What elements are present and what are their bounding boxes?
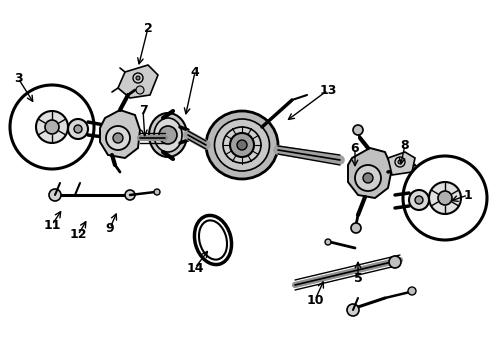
Text: 7: 7 <box>139 104 147 117</box>
Circle shape <box>389 256 401 268</box>
Circle shape <box>325 239 331 245</box>
Circle shape <box>351 223 361 233</box>
Ellipse shape <box>149 113 187 157</box>
Text: 3: 3 <box>14 72 23 85</box>
Text: 1: 1 <box>464 189 472 202</box>
Text: 10: 10 <box>306 293 324 306</box>
Ellipse shape <box>199 220 227 260</box>
Text: 8: 8 <box>401 139 409 152</box>
Circle shape <box>74 125 82 133</box>
Circle shape <box>125 190 135 200</box>
Ellipse shape <box>154 118 182 152</box>
Polygon shape <box>118 65 158 98</box>
Ellipse shape <box>223 127 261 163</box>
Circle shape <box>136 76 140 80</box>
Polygon shape <box>348 148 392 198</box>
Circle shape <box>429 182 461 214</box>
Circle shape <box>395 157 405 167</box>
Polygon shape <box>100 110 140 158</box>
Text: 13: 13 <box>319 84 337 96</box>
Ellipse shape <box>206 111 278 179</box>
Circle shape <box>398 160 402 164</box>
Circle shape <box>438 191 452 205</box>
Circle shape <box>409 190 429 210</box>
Circle shape <box>154 189 160 195</box>
Ellipse shape <box>215 119 270 171</box>
Text: 2: 2 <box>144 22 152 35</box>
Text: 12: 12 <box>69 229 87 242</box>
Circle shape <box>159 126 177 144</box>
Circle shape <box>355 165 381 191</box>
Circle shape <box>113 133 123 143</box>
Circle shape <box>415 196 423 204</box>
Circle shape <box>45 120 59 134</box>
Circle shape <box>408 287 416 295</box>
Text: 6: 6 <box>351 141 359 154</box>
Polygon shape <box>388 152 415 175</box>
Text: 11: 11 <box>43 219 61 231</box>
Circle shape <box>36 111 68 143</box>
Circle shape <box>49 189 61 201</box>
Text: 5: 5 <box>354 271 363 284</box>
Circle shape <box>237 140 247 150</box>
Circle shape <box>363 173 373 183</box>
Circle shape <box>133 73 143 83</box>
Circle shape <box>347 304 359 316</box>
Text: 9: 9 <box>106 221 114 234</box>
Circle shape <box>230 133 254 157</box>
Text: 14: 14 <box>186 261 204 275</box>
Circle shape <box>353 125 363 135</box>
Text: 4: 4 <box>191 66 199 78</box>
Circle shape <box>68 119 88 139</box>
Circle shape <box>106 126 130 150</box>
Circle shape <box>136 86 144 94</box>
